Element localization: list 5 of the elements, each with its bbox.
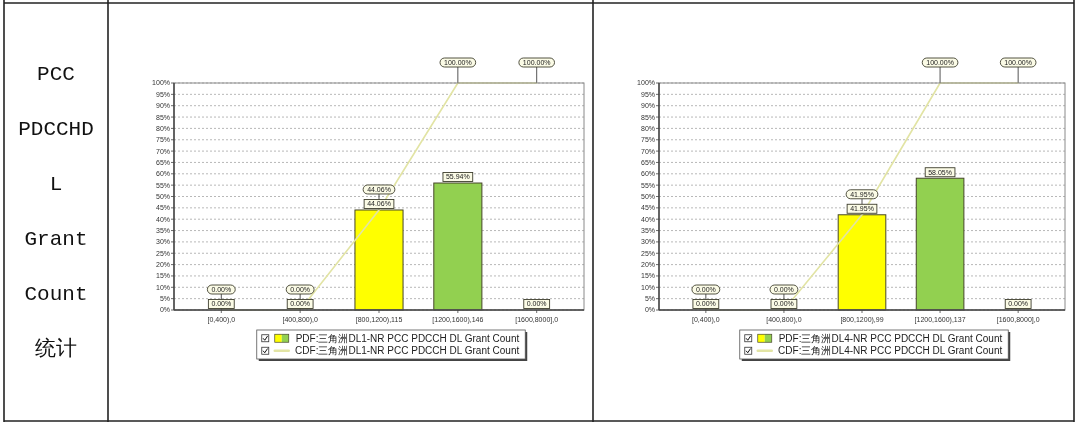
legend-label: PDF:三角洲DL1-NR PCC PDCCH DL Grant Count <box>295 332 520 344</box>
legend-label: CDF:三角洲DL4-NR PCC PDCCH DL Grant Count <box>778 345 1003 357</box>
legend-label: CDF:三角洲DL1-NR PCC PDCCH DL Grant Count <box>295 345 520 357</box>
chart-title: PCC PDCCHDL Grant Count 统计 <box>18 63 94 361</box>
legend-label: PDF:三角洲DL4-NR PCC PDCCH DL Grant Count <box>778 332 1003 344</box>
